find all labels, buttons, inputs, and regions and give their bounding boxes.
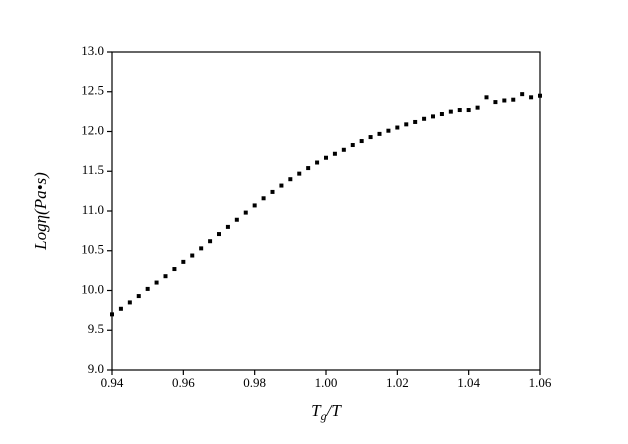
point (395, 125, 400, 130)
y-tick-label: 10.5 (81, 242, 104, 257)
point (324, 155, 328, 160)
point (538, 93, 542, 98)
point (190, 253, 195, 258)
y-tick-label: 12.5 (81, 83, 104, 98)
y-tick-label: 9.0 (88, 361, 104, 376)
x-tick-label: 1.02 (386, 375, 409, 390)
point (136, 294, 141, 299)
point (332, 151, 337, 156)
y-tick-label: 10.0 (81, 281, 104, 296)
point (145, 286, 150, 291)
point (377, 131, 382, 136)
x-tick-label: 1.06 (529, 375, 552, 390)
y-tick-label: 13.0 (81, 43, 104, 58)
x-tick-label: 0.96 (172, 375, 195, 390)
point (422, 116, 427, 121)
point (234, 217, 239, 222)
point (261, 196, 266, 201)
point (520, 92, 525, 97)
point (404, 122, 409, 127)
plot-frame (111, 51, 541, 371)
point (279, 183, 284, 188)
point (154, 280, 159, 285)
x-axis-label: Tg/T (311, 401, 342, 423)
point (431, 114, 435, 119)
point (359, 139, 364, 144)
point (172, 267, 177, 272)
point (163, 274, 168, 279)
point (118, 306, 123, 311)
x-tick-label: 1.04 (457, 375, 480, 390)
point (466, 108, 471, 113)
y-tick-label: 12.0 (81, 122, 104, 137)
point (448, 109, 453, 114)
point (413, 119, 418, 124)
y-axis-label: Logη(Pa•s) (31, 172, 50, 251)
y-tick-label: 9.5 (88, 321, 104, 336)
point (315, 160, 320, 165)
point (288, 177, 293, 182)
x-tick-label: 0.94 (101, 375, 124, 390)
point (502, 98, 507, 103)
point (386, 128, 391, 133)
point (217, 232, 221, 237)
point (306, 166, 311, 171)
point (270, 189, 275, 194)
point (110, 312, 114, 317)
point (529, 95, 534, 100)
y-tick-label: 11.0 (82, 202, 104, 217)
point (243, 210, 248, 215)
point (484, 95, 489, 100)
point (368, 135, 373, 140)
point (439, 112, 444, 117)
x-tick-label: 0.98 (243, 375, 266, 390)
point (199, 246, 204, 251)
point (208, 239, 213, 244)
point (341, 147, 346, 152)
point (475, 105, 480, 110)
point (252, 203, 257, 208)
point (350, 143, 355, 148)
point (457, 108, 462, 113)
point (511, 97, 516, 102)
point (297, 171, 302, 176)
x-tick-label: 1.00 (315, 375, 338, 390)
point (225, 224, 230, 229)
point (127, 300, 132, 305)
y-tick-label: 11.5 (82, 162, 104, 177)
point (181, 259, 186, 264)
point (493, 100, 498, 105)
